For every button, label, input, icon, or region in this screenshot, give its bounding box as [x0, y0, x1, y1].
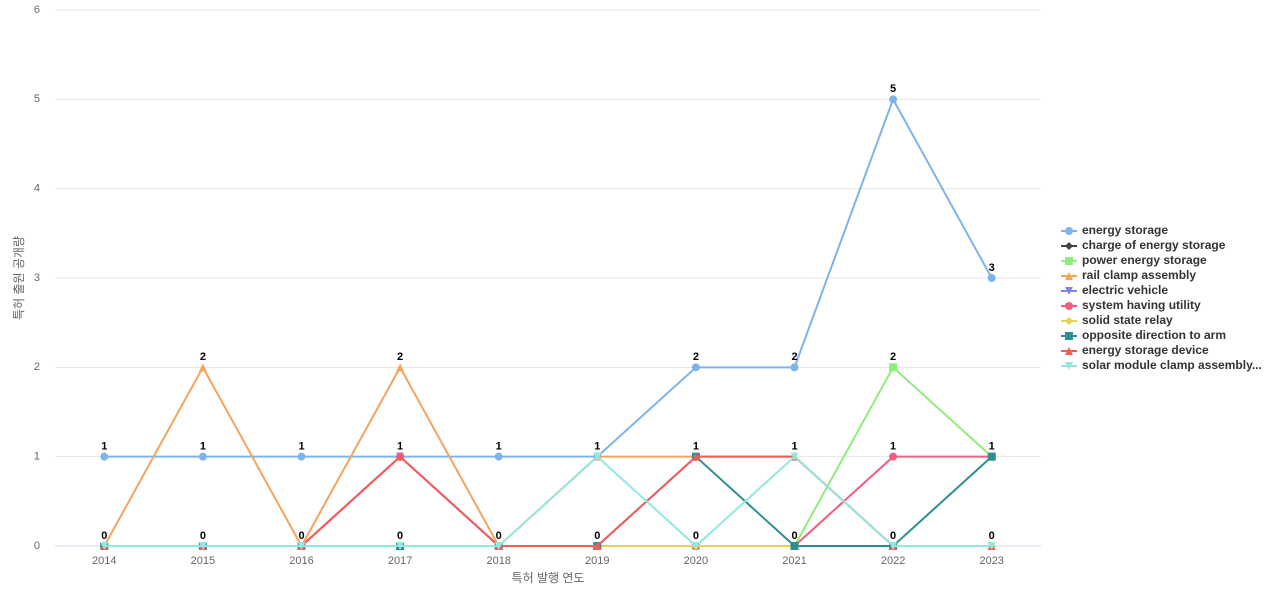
- data-label: 1: [496, 441, 502, 453]
- marker: [100, 542, 109, 550]
- marker: [889, 452, 898, 461]
- x-tick-label: 2018: [486, 555, 510, 567]
- y-axis-title: 특허 출원 공개량: [12, 236, 26, 320]
- data-label: 0: [791, 530, 797, 542]
- marker: [593, 452, 602, 461]
- legend-label: solid state relay: [1082, 313, 1173, 327]
- marker: [396, 452, 405, 461]
- marker: [396, 363, 405, 372]
- data-label: 1: [989, 441, 995, 453]
- marker: [1065, 242, 1073, 250]
- marker: [1065, 272, 1073, 280]
- marker: [790, 452, 799, 461]
- legend-label: solar module clamp assembly...: [1082, 358, 1262, 372]
- marker: [494, 452, 503, 461]
- marker: [1065, 227, 1073, 235]
- marker: [889, 363, 898, 372]
- marker: [396, 542, 405, 550]
- data-label: 2: [200, 351, 206, 363]
- data-label: 0: [890, 530, 896, 542]
- y-tick-label: 5: [34, 93, 40, 105]
- series: [100, 452, 996, 550]
- marker: [691, 363, 700, 372]
- marker: [987, 452, 996, 461]
- marker: [198, 452, 207, 461]
- data-label: 0: [594, 530, 600, 542]
- data-label: 2: [693, 351, 699, 363]
- marker: [494, 542, 503, 550]
- data-label: 0: [397, 530, 403, 542]
- legend-label: system having utility: [1082, 298, 1201, 312]
- legend-label: power energy storage: [1082, 253, 1207, 267]
- marker: [889, 95, 898, 104]
- y-tick-label: 1: [34, 451, 40, 463]
- y-tick-label: 0: [34, 540, 40, 552]
- y-tick-label: 4: [34, 183, 40, 195]
- legend-label: energy storage device: [1082, 343, 1209, 357]
- marker: [790, 542, 799, 550]
- marker: [1065, 332, 1073, 340]
- marker: [987, 542, 996, 550]
- marker: [297, 542, 306, 550]
- data-label: 0: [496, 530, 502, 542]
- data-label: 0: [200, 530, 206, 542]
- x-tick-label: 2014: [92, 555, 116, 567]
- data-label: 1: [693, 441, 699, 453]
- data-label: 0: [298, 530, 304, 542]
- data-label: 1: [791, 441, 797, 453]
- y-tick-label: 3: [34, 272, 40, 284]
- data-label: 1: [298, 441, 304, 453]
- data-label: 0: [101, 530, 107, 542]
- x-axis-title: 특허 발행 연도: [512, 570, 585, 585]
- x-tick-label: 2017: [388, 555, 412, 567]
- marker: [1065, 257, 1073, 265]
- marker: [593, 542, 602, 550]
- x-tick-label: 2022: [881, 555, 905, 567]
- y-tick-label: 2: [34, 361, 40, 373]
- data-label: 0: [693, 530, 699, 542]
- marker: [100, 452, 109, 461]
- series-line: [104, 455, 992, 548]
- x-tick-label: 2019: [585, 555, 609, 567]
- marker: [691, 452, 700, 461]
- x-tick-label: 2023: [979, 555, 1003, 567]
- marker: [297, 452, 306, 461]
- marker: [1065, 362, 1073, 370]
- marker: [987, 274, 996, 282]
- data-label: 1: [200, 441, 206, 453]
- data-label: 5: [890, 83, 896, 95]
- data-label: 2: [791, 351, 797, 363]
- legend-label: charge of energy storage: [1082, 238, 1226, 252]
- marker: [1065, 302, 1073, 310]
- marker: [198, 363, 207, 372]
- data-label: 2: [397, 351, 403, 363]
- marker: [1065, 287, 1073, 295]
- data-label: 1: [594, 441, 600, 453]
- data-label: 2: [890, 351, 896, 363]
- marker: [790, 363, 799, 372]
- marker: [1065, 317, 1073, 325]
- marker: [198, 542, 207, 550]
- legend-label: rail clamp assembly: [1082, 268, 1196, 282]
- x-tick-label: 2015: [191, 555, 215, 567]
- x-tick-label: 2021: [782, 555, 806, 567]
- data-label: 1: [890, 441, 896, 453]
- marker: [1065, 347, 1073, 355]
- x-tick-label: 2020: [684, 555, 708, 567]
- marker: [691, 542, 700, 550]
- data-label: 0: [989, 530, 995, 542]
- legend-label: electric vehicle: [1082, 283, 1168, 297]
- y-tick-label: 6: [34, 4, 40, 16]
- data-label: 1: [397, 441, 403, 453]
- legend-label: energy storage: [1082, 223, 1168, 237]
- data-label: 3: [989, 262, 995, 274]
- legend-label: opposite direction to arm: [1082, 328, 1226, 342]
- data-label: 1: [101, 441, 107, 453]
- x-tick-label: 2016: [289, 555, 313, 567]
- marker: [889, 542, 898, 550]
